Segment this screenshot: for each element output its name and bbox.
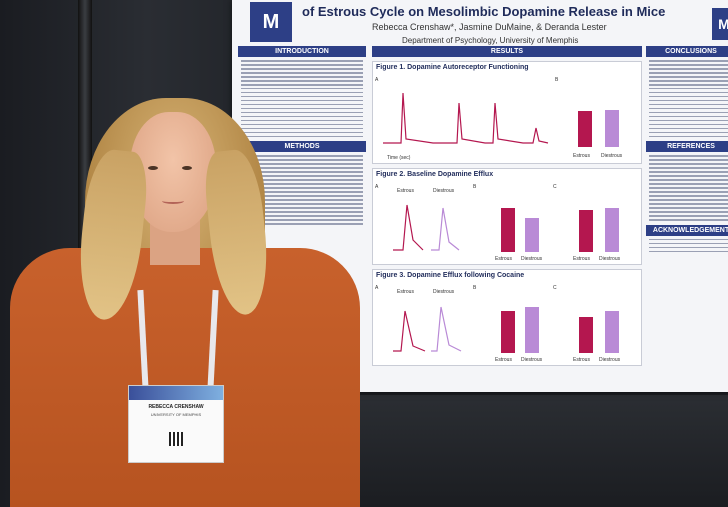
figure-2-graphic: A Estrous Diestrous B Estrous Diestrous … — [375, 184, 621, 262]
figure-3-title: Figure 3. Dopamine Efflux following Coca… — [376, 272, 525, 279]
poster-column-left: INTRODUCTION METHODS — [238, 42, 366, 228]
figure-3-graphic: A Estrous Diestrous B Estrous Diestrous … — [375, 285, 621, 363]
fig1-trace — [383, 92, 549, 144]
fig3-panel-b: B — [473, 285, 477, 291]
conclusions-text-block — [649, 60, 728, 138]
fig2-panel-c: C — [553, 184, 557, 190]
fig2-b-cat-0: Estrous — [495, 256, 512, 262]
fig3-trace-label-0: Estrous — [397, 289, 414, 295]
poster-title: of Estrous Cycle on Mesolimbic Dopamine … — [302, 4, 666, 19]
panel-letter: A — [375, 77, 379, 83]
fig1-bar-estrous — [578, 111, 592, 147]
badge-qr-code — [169, 432, 183, 446]
fig2-trace-label-0: Estrous — [397, 188, 414, 194]
fig3-trace-label-1: Diestrous — [433, 289, 455, 295]
badge-affiliation: UNIVERSITY OF MEMPHIS — [150, 412, 202, 417]
fig2-trace-estrous — [393, 204, 424, 251]
poster-department: Department of Psychology, University of … — [402, 36, 579, 45]
person-eye-right — [182, 166, 192, 170]
fig3-c-cat-1: Diestrous — [599, 357, 621, 363]
university-logo-right: M — [712, 8, 728, 40]
person-mouth — [162, 198, 184, 204]
fig1-cat-1: Diestrous — [601, 153, 623, 159]
section-introduction: INTRODUCTION — [238, 46, 366, 57]
figure-3: Figure 3. Dopamine Efflux following Coca… — [372, 269, 642, 366]
fig3-b-cat-1: Diestrous — [521, 357, 543, 363]
section-conclusions: CONCLUSIONS — [646, 46, 728, 57]
fig3-bar-b-estrous — [501, 311, 515, 353]
intro-text-block — [241, 60, 363, 138]
name-badge: REBECCA CRENSHAW UNIVERSITY OF MEMPHIS — [128, 385, 224, 463]
fig2-c-cat-0: Estrous — [573, 256, 590, 262]
person-eye-left — [148, 166, 158, 170]
poster-column-right: CONCLUSIONS REFERENCES ACKNOWLEDGEMENT — [646, 42, 728, 255]
references-text-block — [649, 155, 728, 221]
fig3-trace-estrous — [393, 310, 426, 352]
figure-1-graphic: A Time (sec) B Estrous Diestrous — [375, 77, 623, 161]
fig2-bar-b-diestrous — [525, 218, 539, 252]
person-torso — [10, 248, 360, 507]
fig3-bar-b-diestrous — [525, 307, 539, 353]
figure-2: Figure 2. Baseline Dopamine Efflux A Est… — [372, 168, 642, 265]
figure-1-title: Figure 1. Dopamine Autoreceptor Function… — [376, 64, 529, 71]
poster-authors: Rebecca Crenshaw*, Jasmine DuMaine, & De… — [372, 22, 607, 32]
fig3-trace-diestrous — [431, 306, 462, 352]
fig2-panel-a: A — [375, 184, 379, 190]
fig3-c-cat-0: Estrous — [573, 357, 590, 363]
figure-1: Figure 1. Dopamine Autoreceptor Function… — [372, 61, 642, 164]
fig2-trace-diestrous — [431, 207, 460, 251]
fig2-bar-c-diestrous — [605, 208, 619, 252]
section-methods: METHODS — [238, 141, 366, 153]
badge-name: REBECCA CRENSHAW — [148, 404, 204, 410]
section-results: RESULTS — [372, 46, 642, 57]
fig2-c-cat-1: Diestrous — [599, 256, 621, 262]
section-acknowledgements: ACKNOWLEDGEMENT — [646, 224, 728, 236]
fig2-bar-c-estrous — [579, 210, 593, 252]
fig2-b-cat-1: Diestrous — [521, 256, 543, 262]
fig1-bar-diestrous — [605, 110, 619, 147]
fig3-panel-c: C — [553, 285, 557, 291]
university-logo: M — [250, 2, 292, 42]
fig2-bar-b-estrous — [501, 208, 515, 252]
fig1-cat-0: Estrous — [573, 153, 590, 159]
ack-text-block — [649, 238, 728, 253]
section-references: REFERENCES — [646, 141, 728, 153]
panel-letter-b: B — [555, 77, 559, 83]
fig3-b-cat-0: Estrous — [495, 357, 512, 363]
figure-2-title: Figure 2. Baseline Dopamine Efflux — [376, 171, 494, 178]
badge-header — [129, 386, 223, 400]
fig3-panel-a: A — [375, 285, 379, 291]
fig2-trace-label-1: Diestrous — [433, 188, 455, 194]
fig2-panel-b: B — [473, 184, 477, 190]
fig3-bar-c-diestrous — [605, 311, 619, 353]
poster-column-results: RESULTS Figure 1. Dopamine Autoreceptor … — [372, 42, 642, 366]
methods-text-block — [241, 155, 363, 225]
fig3-bar-c-estrous — [579, 317, 593, 353]
fig1-xlabel: Time (sec) — [387, 155, 411, 161]
